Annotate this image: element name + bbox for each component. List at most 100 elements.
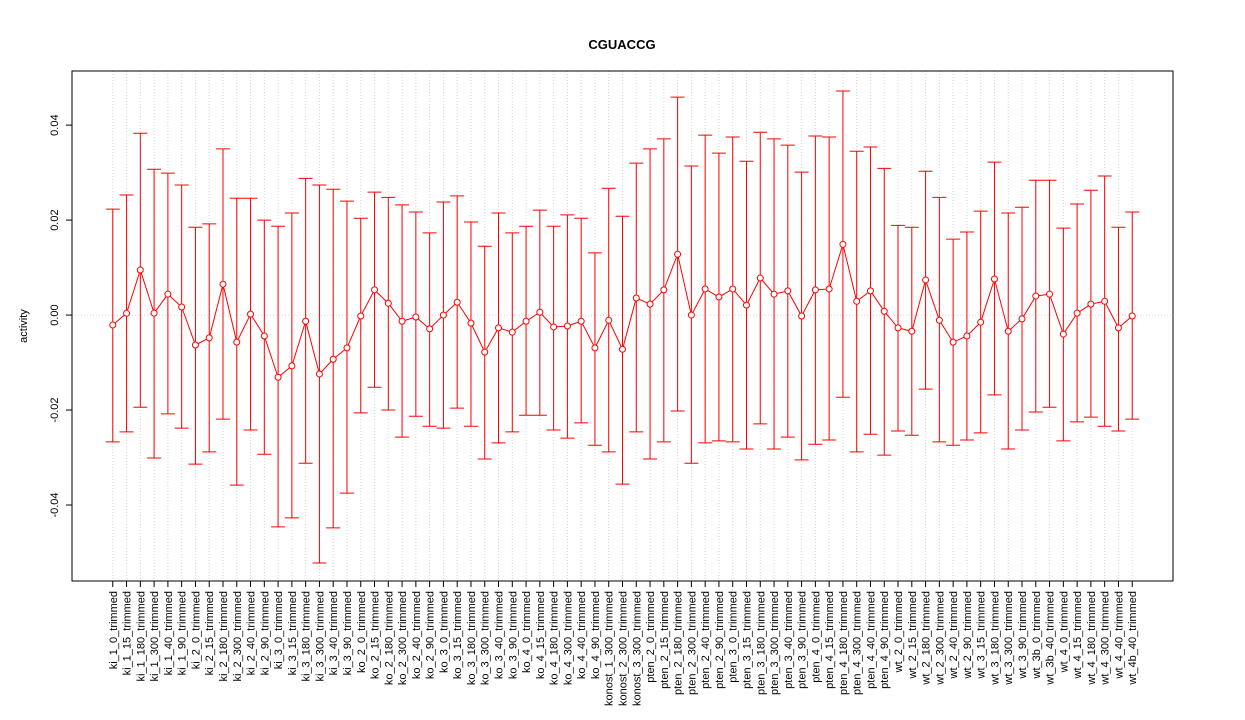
data-point [1087,300,1095,308]
data-point [880,307,888,315]
x-tick-label: ki_2_15_trimmed [204,591,216,675]
x-tick-label: wt_2_90_trimmed [962,591,974,679]
x-tick-label: pten_3_90_trimmed [797,591,809,689]
y-tick-label: 0.02 [49,209,61,230]
data-point [439,311,447,319]
x-tick-label: wt_4_40_trimmed [1113,591,1125,679]
x-tick-label: pten_2_300_trimmed [686,591,698,695]
x-tick-label: wt_4_180_trimmed [1086,591,1098,686]
data-point [1128,312,1136,320]
x-tick-label: wt_3_300_trimmed [1003,591,1015,686]
x-tick-label: pten_4_40_trimmed [865,591,877,689]
x-tick-label: ko_2_0_trimmed [356,591,368,673]
data-point [1073,309,1081,317]
y-tick-label: 0.00 [49,304,61,325]
data-point [522,317,530,325]
data-point [935,316,943,324]
data-point [1059,330,1067,338]
data-point [136,266,144,274]
x-tick-label: ko_3_15_trimmed [452,591,464,679]
x-tick-label: ki_1_90_trimmed [177,591,189,675]
data-point [1114,324,1122,332]
data-point [715,293,723,301]
data-point [687,311,695,319]
data-point [329,355,337,363]
x-tick-label: ko_4_300_trimmed [562,591,574,685]
x-tick-label: pten_3_0_trimmed [728,591,740,683]
data-point [1046,290,1054,298]
data-point [219,280,227,288]
y-tick-label: 0.04 [49,114,61,135]
x-tick-label: ki_2_90_trimmed [259,591,271,675]
x-tick-label: ki_1_15_trimmed [122,591,134,675]
data-point [508,328,516,336]
x-tick-label: wt_3_180_trimmed [989,591,1001,686]
x-tick-label: wt_2_15_trimmed [907,591,919,679]
data-point [357,312,365,320]
x-tick-label: ko_3_40_trimmed [494,591,506,679]
x-tick-label: ki_1_40_trimmed [163,591,175,675]
x-tick-label: wt_2_0_trimmed [893,591,905,673]
data-point [742,301,750,309]
x-tick-label: ki_3_180_trimmed [301,591,313,682]
data-point [247,310,255,318]
x-tick-label: pten_2_180_trimmed [673,591,685,695]
x-tick-label: ki_2_180_trimmed [218,591,230,682]
x-tick-label: ki_3_40_trimmed [328,591,340,675]
data-point [178,303,186,311]
x-tick-label: pten_4_0_trimmed [810,591,822,683]
x-tick-label: ko_4_180_trimmed [549,591,561,685]
x-tick-label: pten_4_90_trimmed [879,591,891,689]
x-tick-label: wt_4_0_trimmed [1058,591,1070,673]
x-tick-label: konost_1_300_trimmed [604,591,616,706]
data-point [577,317,585,325]
x-tick-label: ki_2_300_trimmed [232,591,244,682]
data-point [1018,315,1026,323]
data-point [371,286,379,294]
data-point [756,274,764,282]
x-tick-label: ko_2_300_trimmed [397,591,409,685]
x-tick-label: ki_1_0_trimmed [108,591,120,669]
x-tick-label: ki_3_300_trimmed [314,591,326,682]
x-tick-label: pten_4_300_trimmed [852,591,864,695]
x-tick-label: ko_3_180_trimmed [466,591,478,685]
data-point [701,285,709,293]
x-tick-label: ko_4_15_trimmed [535,591,547,679]
x-tick-label: ki_2_0_trimmed [190,591,202,669]
data-point [260,332,268,340]
data-point [495,324,503,332]
x-tick-label: wt_3b_0_trimmed [1031,591,1043,679]
data-point [908,327,916,335]
x-tick-label: pten_3_15_trimmed [741,591,753,689]
x-tick-label: pten_3_180_trimmed [755,591,767,695]
x-tick-label: wt_2_300_trimmed [934,591,946,686]
data-point [770,290,778,298]
x-tick-label: ko_3_0_trimmed [438,591,450,673]
x-tick-label: ko_3_300_trimmed [480,591,492,685]
x-tick-label: ki_1_300_trimmed [149,591,161,682]
x-tick-label: ko_2_15_trimmed [370,591,382,679]
x-tick-label: wt_2_40_trimmed [948,591,960,679]
data-point [839,240,847,248]
data-point [977,318,985,326]
data-point [164,290,172,298]
x-tick-label: pten_2_40_trimmed [700,591,712,689]
x-tick-label: wt_3_90_trimmed [1017,591,1029,679]
x-tick-label: pten_2_90_trimmed [714,591,726,689]
x-tick-label: ko_2_180_trimmed [383,591,395,685]
data-point [191,341,199,349]
data-point [591,344,599,352]
data-point [990,275,998,283]
x-tick-label: wt_3_15_trimmed [976,591,988,679]
x-tick-label: konost_3_300_trimmed [631,591,643,706]
data-point [536,308,544,316]
x-tick-label: ko_4_90_trimmed [590,591,602,679]
data-point [646,300,654,308]
data-point [619,345,626,353]
data-point [894,324,902,332]
x-tick-label: wt_2_180_trimmed [921,591,933,686]
x-tick-label: pten_3_40_trimmed [783,591,795,689]
data-point [963,332,971,340]
x-tick-label: pten_2_0_trimmed [645,591,657,683]
